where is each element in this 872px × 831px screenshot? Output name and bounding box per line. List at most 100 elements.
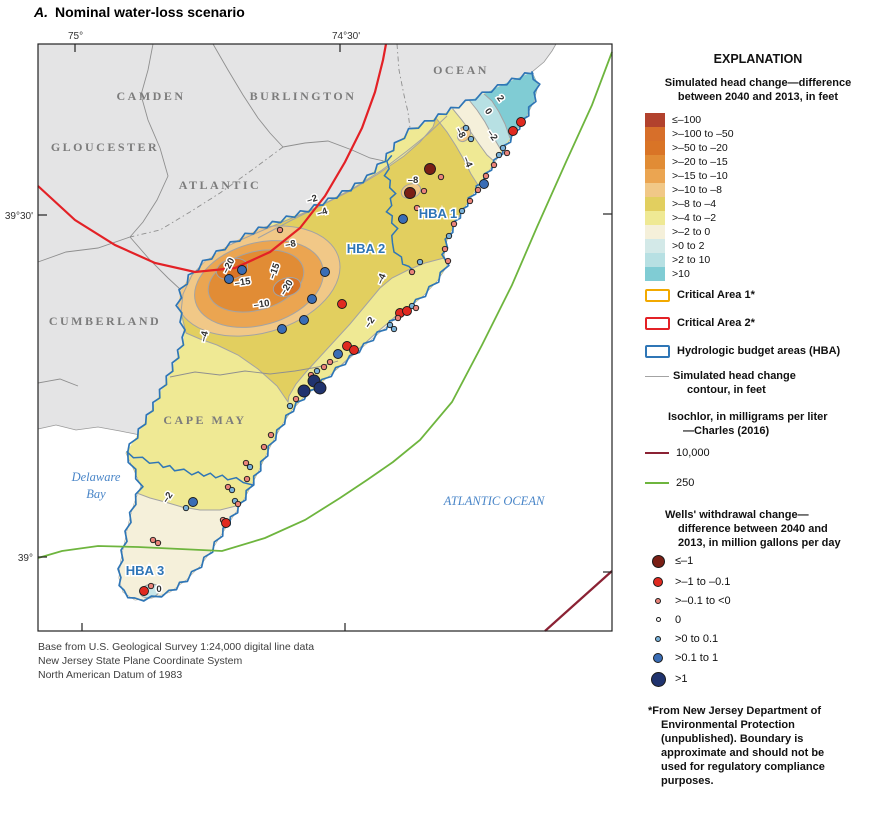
wells-circle <box>655 597 661 604</box>
area-swatch <box>645 344 670 358</box>
isochlor-line-swatch <box>645 482 669 484</box>
footnote-line: *From New Jersey Department of <box>648 705 821 717</box>
graticule-labels: 75° 74°30' 39°30' 39° <box>5 31 360 564</box>
figure-letter: A. <box>34 4 48 20</box>
ramp-row: >–15 to –10 <box>645 169 871 183</box>
isochlor-label: 250 <box>676 477 695 489</box>
contour-label: –2 <box>305 193 318 207</box>
well-point <box>386 321 394 329</box>
isochlor-label: 10,000 <box>676 447 710 459</box>
isochlor-10000-line <box>544 570 613 632</box>
well-point <box>234 500 242 508</box>
county-boundaries <box>37 43 411 387</box>
county-line <box>129 146 284 238</box>
well-point <box>320 363 328 371</box>
isochlor-row: 10,000 <box>645 438 871 468</box>
well-point <box>337 299 347 309</box>
hba-label: HBA 1 <box>419 206 458 221</box>
ramp-swatch <box>645 211 665 225</box>
wells-circle <box>655 635 661 642</box>
well-point <box>503 149 511 157</box>
well-point <box>437 173 445 181</box>
legend: EXPLANATION Simulated head change—differ… <box>645 52 871 788</box>
well-point <box>466 197 474 205</box>
well-point <box>408 268 416 276</box>
ramp-swatch <box>645 113 665 127</box>
well-point <box>246 463 254 471</box>
contour-label-line1: Simulated head change <box>673 370 796 382</box>
contour-line <box>180 116 479 334</box>
wells-swatch-wrap <box>645 554 671 568</box>
county-line <box>282 140 385 162</box>
figure-title: A. Nominal water-loss scenario <box>34 4 245 20</box>
critical-area-2-line <box>37 43 388 274</box>
well-point <box>221 518 231 528</box>
graticule-label: 74°30' <box>332 31 360 42</box>
area-label: Critical Area 1* <box>677 289 755 301</box>
ramp-swatch <box>645 267 665 281</box>
county-line <box>37 378 79 387</box>
wells-label: ≤–1 <box>675 555 694 567</box>
area-row: Critical Area 1* <box>645 281 871 309</box>
well-point <box>450 220 458 228</box>
head-change-heading: Simulated head change—difference between … <box>645 76 871 104</box>
well-point <box>182 504 190 512</box>
wells-label: >0 to 0.1 <box>675 632 719 645</box>
well-point <box>326 358 334 366</box>
well-point <box>482 172 490 180</box>
well-point <box>404 187 416 199</box>
well-point <box>479 179 489 189</box>
contour-line-swatch <box>645 376 669 377</box>
wells-swatch-wrap <box>645 671 671 687</box>
wells-circle <box>650 671 666 687</box>
well-point <box>516 117 526 127</box>
wells-heading: Wells' withdrawal change— difference betw… <box>645 508 871 550</box>
ramp-label: >2 to 10 <box>672 254 711 266</box>
county-line <box>129 43 169 238</box>
county-line <box>396 43 411 129</box>
wells-row: >1 <box>645 667 871 691</box>
area-row: Hydrologic budget areas (HBA) <box>645 337 871 365</box>
well-point <box>313 367 321 375</box>
wells-row: >0 to 0.1 <box>645 629 871 648</box>
graticule-label: 39° <box>18 553 33 564</box>
isochlor-line-swatch <box>645 452 669 454</box>
graticule-label: 75° <box>68 31 83 42</box>
well-point <box>154 539 162 547</box>
ramp-label: >–20 to –15 <box>672 156 728 168</box>
county-label: CAPE MAY <box>163 413 246 427</box>
ramp-label: >10 <box>672 268 690 280</box>
head-change-fills <box>119 72 538 600</box>
ramp-row: >–2 to 0 <box>645 225 871 239</box>
footnote-line: purposes. <box>661 775 714 787</box>
wells-circle <box>655 617 661 622</box>
hba-label: HBA 3 <box>126 563 165 578</box>
well-point <box>283 280 293 290</box>
wells-label: >–0.1 to <0 <box>675 594 731 607</box>
ramp-row: ≤–100 <box>645 113 871 127</box>
well-point <box>490 161 498 169</box>
ramp-label: >–15 to –10 <box>672 170 728 182</box>
well-point <box>462 124 470 132</box>
wells-entries: ≤–1 >–1 to –0.1 >–0.1 to <0 0 >0 to 0.1 >0.1 … <box>645 550 871 691</box>
area-row: Critical Area 2* <box>645 309 871 337</box>
well-point <box>398 214 408 224</box>
water-label: Delaware <box>71 470 121 484</box>
well-point <box>420 187 428 195</box>
contour-label: –8 <box>408 175 419 186</box>
hba-divider-2 <box>126 450 254 486</box>
ramp-swatch <box>645 225 665 239</box>
footnote-line: Environmental Protection <box>661 719 795 731</box>
well-point <box>286 402 294 410</box>
hba-divider-1 <box>383 154 416 273</box>
head-change-heading-line: between 2040 and 2013, in feet <box>677 91 839 103</box>
wells-heading-line: Wells' withdrawal change— <box>665 509 809 521</box>
wells-heading-line: 2013, in million gallons per day <box>678 537 841 549</box>
contour-label: –4 <box>198 329 211 342</box>
county-label: CUMBERLAND <box>49 314 161 328</box>
ramp-swatch <box>645 197 665 211</box>
hba-boundary <box>117 71 541 602</box>
well-point <box>299 315 309 325</box>
wells-label: >1 <box>675 673 688 685</box>
footnote-line: (unpublished). Boundary is <box>661 733 804 745</box>
